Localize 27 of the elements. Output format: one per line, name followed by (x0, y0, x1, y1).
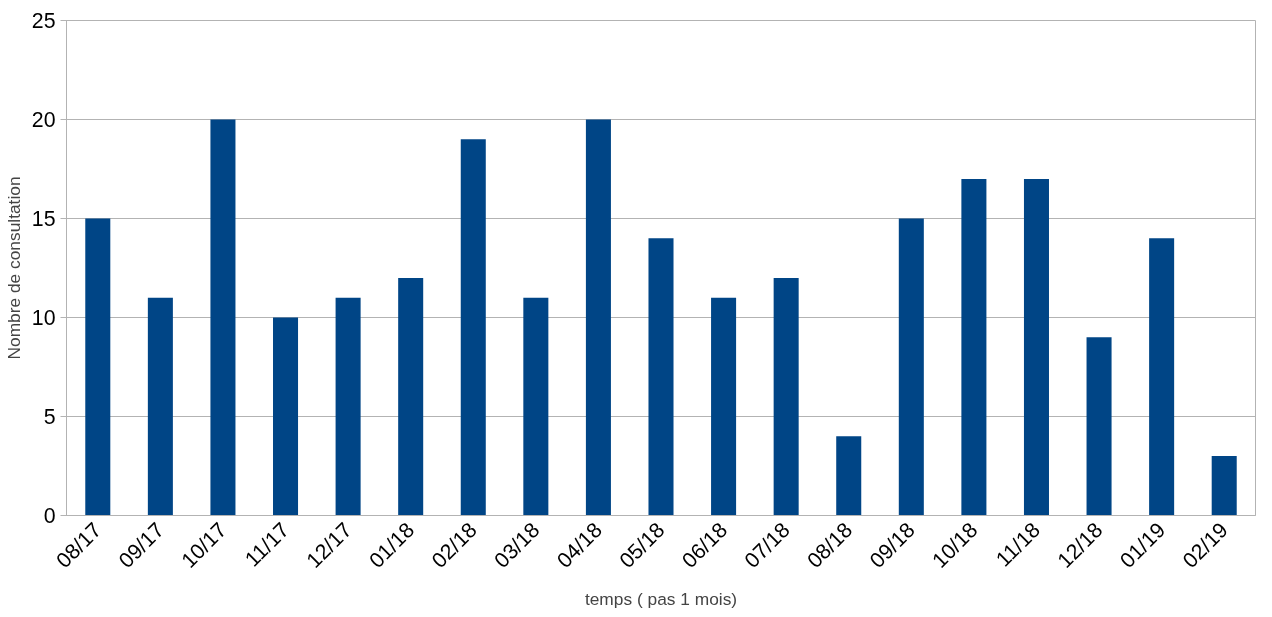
bar (335, 297, 361, 516)
y-tick-label: 0 (43, 504, 56, 528)
bar (85, 218, 111, 516)
bar (711, 297, 737, 516)
bar (273, 317, 299, 516)
bar (1023, 178, 1049, 516)
x-axis-title: temps ( pas 1 mois) (584, 589, 738, 610)
bar (585, 119, 611, 516)
bar (773, 277, 799, 516)
y-tick-label: 20 (31, 108, 56, 132)
bar (147, 297, 173, 516)
bar (898, 218, 924, 516)
bar (1211, 456, 1237, 516)
bar (836, 436, 862, 516)
y-tick-label: 25 (31, 9, 56, 33)
bar (460, 139, 486, 516)
bar (398, 277, 424, 516)
y-tick-label: 15 (31, 207, 56, 231)
bar (961, 178, 987, 516)
bar (1086, 337, 1112, 516)
bar (210, 119, 236, 516)
bar (648, 238, 674, 516)
y-tick-label: 5 (43, 405, 56, 429)
bar (523, 297, 549, 516)
bar (1149, 238, 1175, 516)
y-axis-title: Nombre de consultation (3, 176, 24, 360)
y-tick-label: 10 (31, 306, 56, 330)
